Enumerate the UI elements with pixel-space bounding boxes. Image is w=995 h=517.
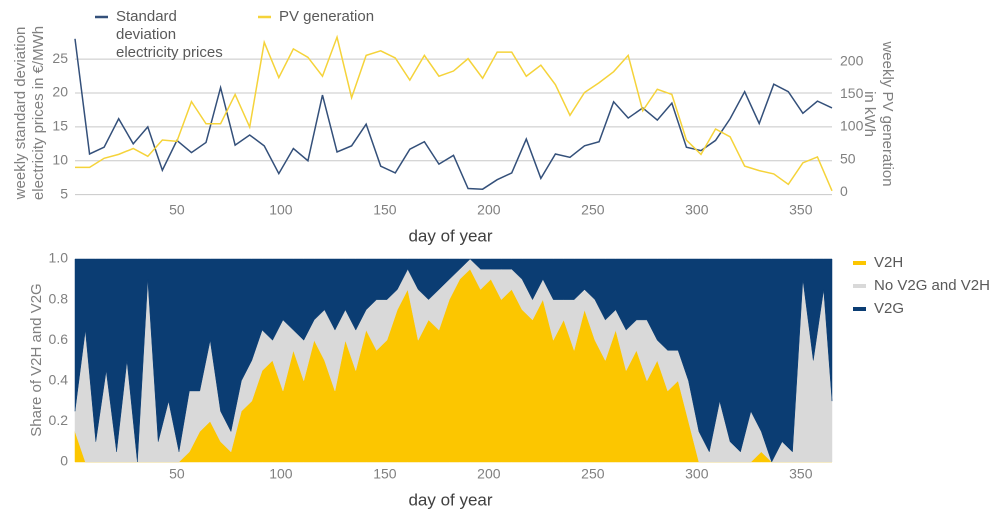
x-tick-label: 300 (685, 466, 709, 482)
y-tick-label: 0.4 (49, 372, 69, 388)
y-tick-label: 0.8 (49, 290, 69, 306)
y2-tick-label: 150 (840, 85, 864, 101)
x-tick-label: 50 (169, 466, 185, 482)
x-tick-label: 350 (789, 466, 813, 482)
x-tick-label: 100 (269, 202, 293, 218)
x-tick-label: 50 (169, 202, 185, 218)
legend-label: PV generation (279, 8, 375, 25)
x-tick-label: 300 (685, 202, 709, 218)
y-tick-label: 0.2 (49, 412, 69, 428)
y2-tick-label: 100 (840, 118, 864, 134)
x-tick-label: 200 (477, 202, 501, 218)
legend-label: V2H (874, 254, 904, 271)
x-tick-label: 200 (477, 466, 501, 482)
y-tick-label: 0.6 (49, 331, 69, 347)
y2-tick-label: 200 (840, 53, 864, 69)
x-axis-label: day of year (408, 226, 492, 245)
y2-tick-label: 50 (840, 150, 856, 166)
x-axis-label: day of year (408, 490, 492, 509)
y-tick-label: 10 (52, 151, 68, 167)
y-tick-label: 1.0 (49, 250, 69, 266)
x-tick-label: 250 (581, 202, 605, 218)
y-tick-label: 20 (52, 84, 68, 100)
area-series (74, 258, 833, 463)
y-axis-label: Share of V2H and V2G (28, 283, 45, 437)
legend-label: Standard deviation electricity prices (116, 8, 223, 61)
x-tick-label: 100 (269, 466, 293, 482)
x-tick-label: 250 (581, 466, 605, 482)
line-series (75, 34, 833, 192)
legend-label: V2G (874, 300, 905, 317)
x-tick-label: 150 (373, 202, 397, 218)
x-tick-label: 350 (789, 202, 813, 218)
y-tick-label: 0 (60, 453, 68, 469)
y2-axis-label: weekly PV generation in kWh (861, 41, 896, 187)
y-axis-label: weekly standard deviation electricity pr… (12, 25, 47, 201)
y-tick-label: 25 (52, 50, 68, 66)
y-tick-label: 15 (52, 118, 68, 134)
y2-tick-label: 0 (840, 183, 848, 199)
legend-label: No V2G and V2H (874, 277, 990, 294)
y-tick-label: 5 (60, 185, 68, 201)
x-tick-label: 150 (373, 466, 397, 482)
